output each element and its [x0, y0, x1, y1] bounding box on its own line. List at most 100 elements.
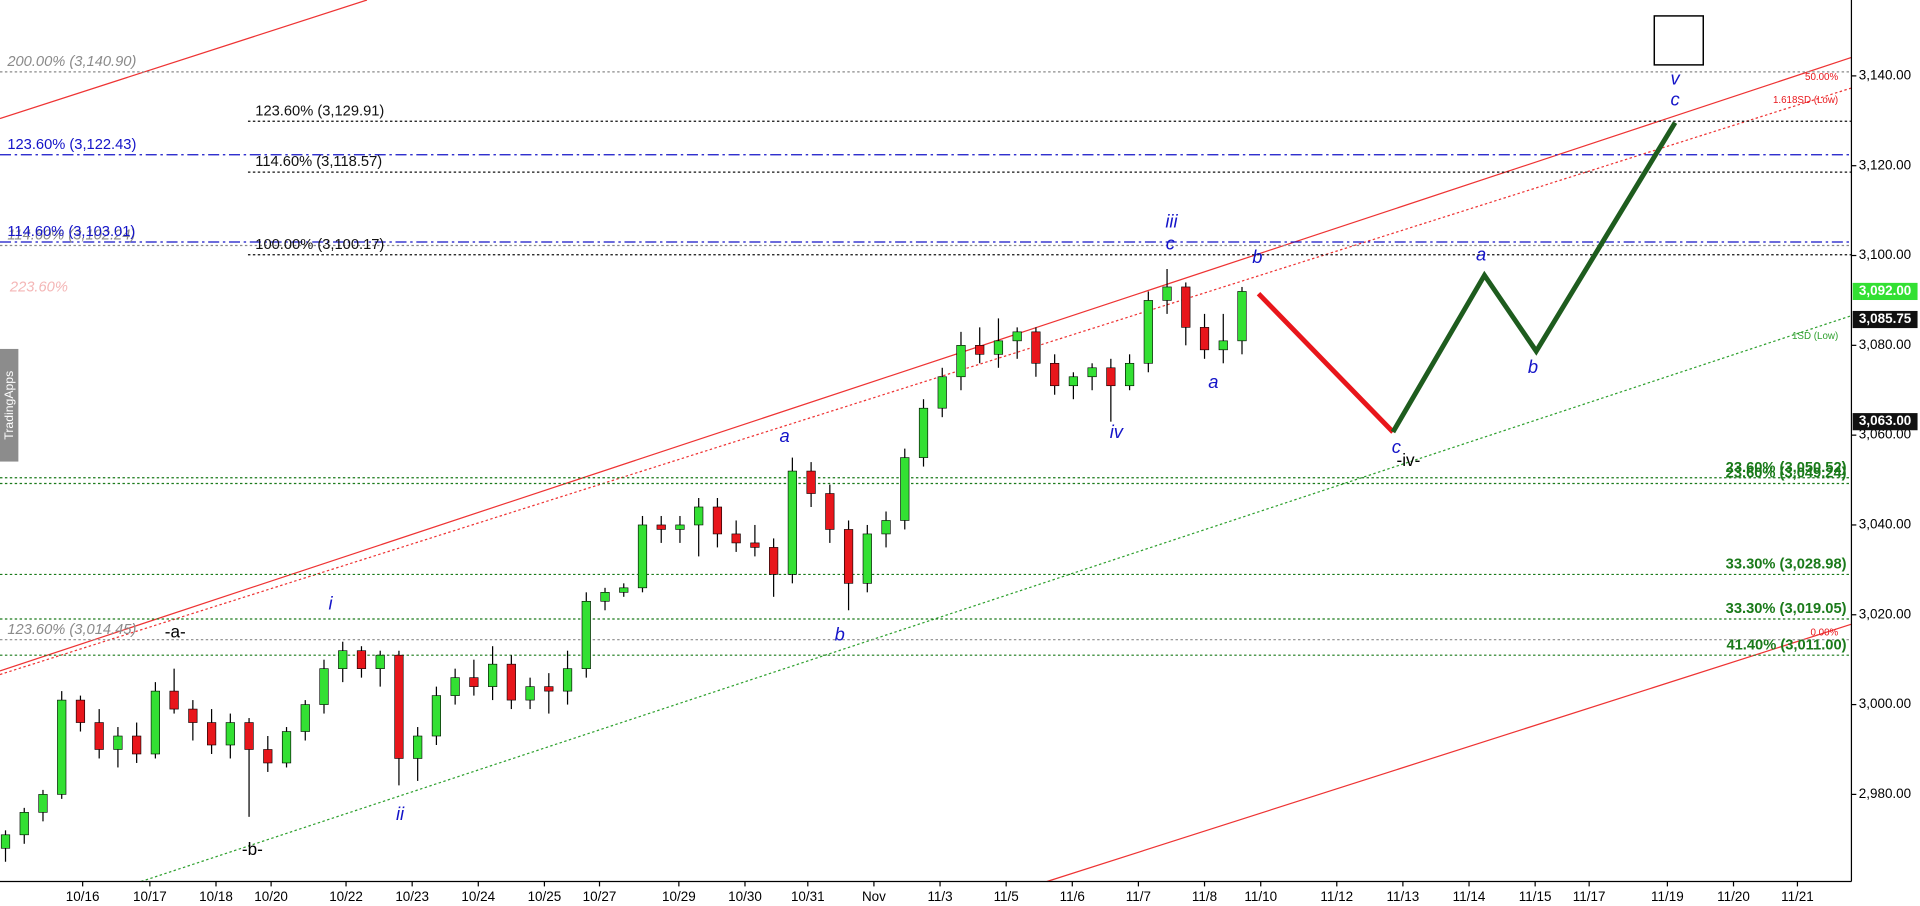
candle-body	[1012, 331, 1022, 342]
x-tick-label: 10/30	[728, 889, 762, 904]
fib-level-label: 114.60% (3,103.01)	[7, 224, 135, 240]
candle-body	[825, 493, 835, 530]
annotation: v	[1671, 67, 1682, 88]
annotation: 1.618SD (Low)	[1773, 95, 1838, 106]
candle-body	[1162, 286, 1172, 301]
annotation: 0.00%	[1810, 627, 1838, 638]
candle-body	[244, 722, 254, 750]
candle-body	[450, 677, 460, 696]
annotation: c	[1166, 233, 1175, 254]
y-tick-label: 3,000.00	[1859, 696, 1911, 711]
x-tick-label: 11/3	[927, 889, 952, 904]
fib-level-label: 123.60% (3,129.91)	[255, 103, 384, 119]
y-tick-label: 3,100.00	[1859, 247, 1911, 262]
candle-body	[581, 600, 591, 669]
candle-body	[169, 690, 179, 710]
candle-body	[843, 529, 854, 584]
price-badge-label: 3,092.00	[1859, 283, 1911, 298]
y-tick-label: 2,980.00	[1859, 786, 1911, 801]
annotation: ii	[396, 803, 405, 824]
candle-body	[75, 699, 86, 723]
candle-body	[1199, 327, 1210, 351]
candle-body	[338, 650, 348, 669]
candle-body	[750, 542, 760, 548]
y-tick-label: 3,080.00	[1859, 337, 1911, 352]
fib-level-label: 23.60% (3,049.24)	[1726, 466, 1847, 482]
candle-body	[637, 524, 648, 589]
y-tick-label: 3,140.00	[1859, 67, 1911, 82]
annotation: b	[1528, 356, 1538, 377]
fib-level-label: 114.60% (3,118.57)	[255, 154, 382, 170]
watermark: TradingApps	[2, 371, 16, 440]
candle-body	[918, 407, 929, 458]
annotation: iii	[1165, 211, 1178, 232]
candle-body	[956, 345, 966, 378]
candle-body	[1068, 376, 1078, 387]
x-tick-label: 10/16	[66, 889, 100, 904]
fib-level-label: 123.60% (3,122.43)	[7, 137, 136, 153]
candle-body	[0, 834, 11, 849]
price-badge-label: 3,085.75	[1859, 311, 1912, 326]
boxed-annotation-frame	[1653, 15, 1704, 66]
candle-body	[1125, 362, 1135, 387]
y-tick-label: 3,020.00	[1859, 606, 1911, 621]
candle-body	[1181, 286, 1191, 328]
fib-level-label: 123.60% (3,014.45)	[7, 622, 136, 638]
axes: 2,980.00 3,000.00 3,020.00 3,040.00 3,060.00…	[66, 67, 1918, 904]
candle-body	[1106, 367, 1116, 387]
candle-body	[488, 663, 498, 687]
annotation: a	[780, 425, 790, 446]
candle-body	[356, 650, 367, 669]
candle-body	[150, 690, 160, 755]
candle-body	[188, 708, 198, 723]
candle-body	[225, 722, 235, 746]
y-tick-label: 3,040.00	[1859, 517, 1911, 532]
candle-body	[900, 457, 910, 521]
candle-body	[469, 677, 479, 687]
fib-level-label: 33.30% (3,028.98)	[1726, 557, 1847, 573]
candle-body	[656, 524, 666, 530]
forecast-path	[1256, 291, 1395, 434]
candle-body	[675, 524, 685, 530]
watermark-box	[0, 348, 19, 462]
x-tick-label: 11/14	[1453, 889, 1486, 904]
candle-body	[394, 654, 404, 759]
candle-body	[787, 470, 797, 575]
candle-body	[881, 520, 891, 535]
candle-body	[1031, 331, 1041, 364]
fib-level-label: 114.60% (3,102.24)	[7, 228, 135, 244]
candle-body	[1218, 340, 1228, 351]
annotation: 1SD (Low)	[1792, 331, 1838, 342]
candle-body	[94, 722, 104, 750]
x-tick-label: 10/18	[199, 889, 233, 904]
forecast-path	[1390, 121, 1678, 434]
x-tick-label: 11/13	[1387, 889, 1420, 904]
x-tick-label: 10/17	[133, 889, 167, 904]
annotation: c	[1392, 436, 1401, 457]
overlay-labels: 200.00% (3,140.90) 123.60% (3,129.91) 123.…	[6, 15, 1846, 859]
x-tick-label: 11/21	[1781, 889, 1814, 904]
price-badge	[1852, 282, 1918, 301]
trend-line	[140, 315, 1852, 883]
candle-body	[132, 735, 142, 755]
trend-line	[0, 56, 1852, 672]
x-tick-label: 10/24	[461, 889, 495, 904]
annotation: 50.00%	[1805, 72, 1838, 83]
x-tick-label: 11/6	[1060, 889, 1085, 904]
y-tick-label: 3,120.00	[1859, 157, 1911, 172]
annotation: -iv-	[1397, 450, 1421, 470]
x-tick-label: Nov	[862, 889, 886, 904]
candles	[0, 268, 1247, 862]
annotation: -b-	[242, 839, 263, 859]
price-badge	[1852, 413, 1918, 431]
annotation: b	[835, 623, 845, 644]
candle-body	[319, 668, 329, 705]
price-badge-label: 3,063.00	[1859, 413, 1911, 428]
candle-body	[1143, 300, 1153, 364]
price-badge	[1852, 310, 1918, 329]
candle-body	[862, 533, 872, 584]
x-tick-label: 11/20	[1717, 889, 1750, 904]
annotation: c	[1671, 88, 1680, 109]
